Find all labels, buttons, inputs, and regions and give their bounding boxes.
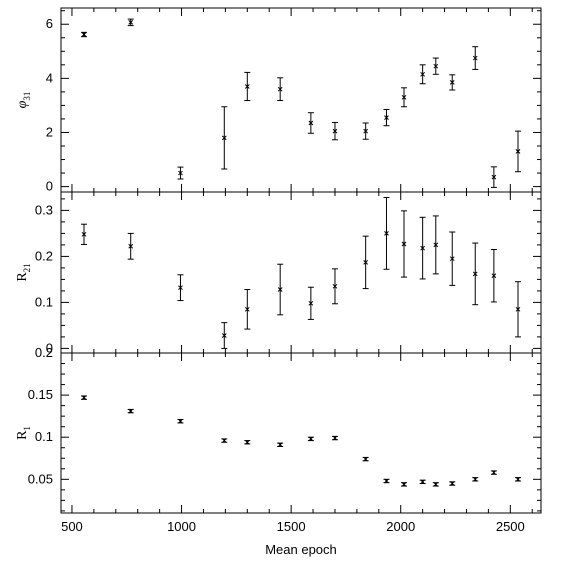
data-point — [490, 166, 497, 188]
data-point — [432, 482, 439, 487]
data-point — [401, 87, 408, 108]
data-point — [221, 106, 228, 170]
y-tick-label: 0 — [46, 179, 53, 194]
data-point — [331, 435, 338, 441]
data-point — [490, 249, 497, 303]
data-point — [277, 263, 284, 316]
data-point — [472, 476, 479, 482]
data-point — [514, 476, 521, 482]
data-point — [177, 166, 184, 180]
y-axis-label: R1 — [15, 426, 32, 440]
y-tick-label: 0.3 — [35, 202, 53, 217]
panel-frame — [60, 191, 542, 354]
data-point — [401, 482, 408, 487]
data-point — [307, 112, 314, 134]
data-point — [362, 235, 369, 290]
x-tick-label: 2000 — [386, 519, 415, 534]
y-tick-label: 0.1 — [35, 429, 53, 444]
y-tick-label: 0.2 — [35, 248, 53, 263]
data-point — [514, 281, 521, 338]
data-point — [419, 64, 426, 85]
data-point — [331, 268, 338, 305]
data-point — [362, 122, 369, 140]
data-point — [432, 57, 439, 75]
y-tick-label: 2 — [46, 124, 53, 139]
data-point — [244, 289, 251, 330]
data-point — [244, 71, 251, 102]
panel-middle: 0 0.1 0.2 0.3 R21 — [15, 191, 542, 355]
data-point — [472, 242, 479, 306]
y-tick-label: 6 — [46, 16, 53, 31]
data-point — [383, 197, 390, 270]
data-point — [81, 395, 88, 400]
data-point — [81, 223, 88, 245]
data-point — [127, 232, 134, 260]
panel-frame — [60, 7, 542, 193]
data-point — [514, 130, 521, 173]
data-point — [307, 286, 314, 320]
data-point — [419, 216, 426, 280]
data-point — [244, 439, 251, 445]
y-axis-label: φ31 — [15, 92, 32, 109]
panel-top: 0 2 4 6 φ31 — [15, 7, 542, 194]
data-point — [221, 322, 228, 349]
data-point — [177, 418, 184, 424]
data-point — [449, 231, 456, 286]
x-tick-label: 2500 — [496, 519, 525, 534]
data-point — [449, 481, 456, 486]
data-point — [221, 438, 228, 443]
data-point — [419, 479, 426, 485]
data-point — [362, 456, 369, 462]
data-point — [383, 108, 390, 127]
data-point — [277, 77, 284, 102]
data-point — [127, 18, 134, 27]
data-point — [432, 215, 439, 275]
x-axis-label: Mean epoch — [265, 542, 337, 557]
data-point — [277, 442, 284, 448]
panel-bottom: 0.05 0.1 0.15 0.2 500 1000 1500 2000 2500 R1 — [15, 345, 542, 534]
data-point — [449, 74, 456, 91]
x-tick-label: 1000 — [167, 519, 196, 534]
data-point — [331, 121, 338, 141]
data-point — [472, 46, 479, 70]
y-tick-label: 0.15 — [28, 387, 53, 402]
x-tick-label: 500 — [61, 519, 83, 534]
data-point — [127, 408, 134, 414]
x-tick-label: 1500 — [277, 519, 306, 534]
data-point — [383, 478, 390, 484]
y-axis-label: R21 — [15, 263, 32, 281]
data-point — [401, 210, 408, 278]
y-tick-label: 0.2 — [35, 345, 53, 360]
data-point — [177, 274, 184, 302]
data-point — [307, 436, 314, 442]
y-tick-label: 0.1 — [35, 294, 53, 309]
y-tick-label: 4 — [46, 70, 53, 85]
panel-frame — [60, 352, 542, 514]
data-point — [490, 470, 497, 475]
y-tick-label: 0 — [46, 340, 53, 355]
data-point — [81, 31, 88, 38]
y-tick-label: 0.05 — [28, 471, 53, 486]
